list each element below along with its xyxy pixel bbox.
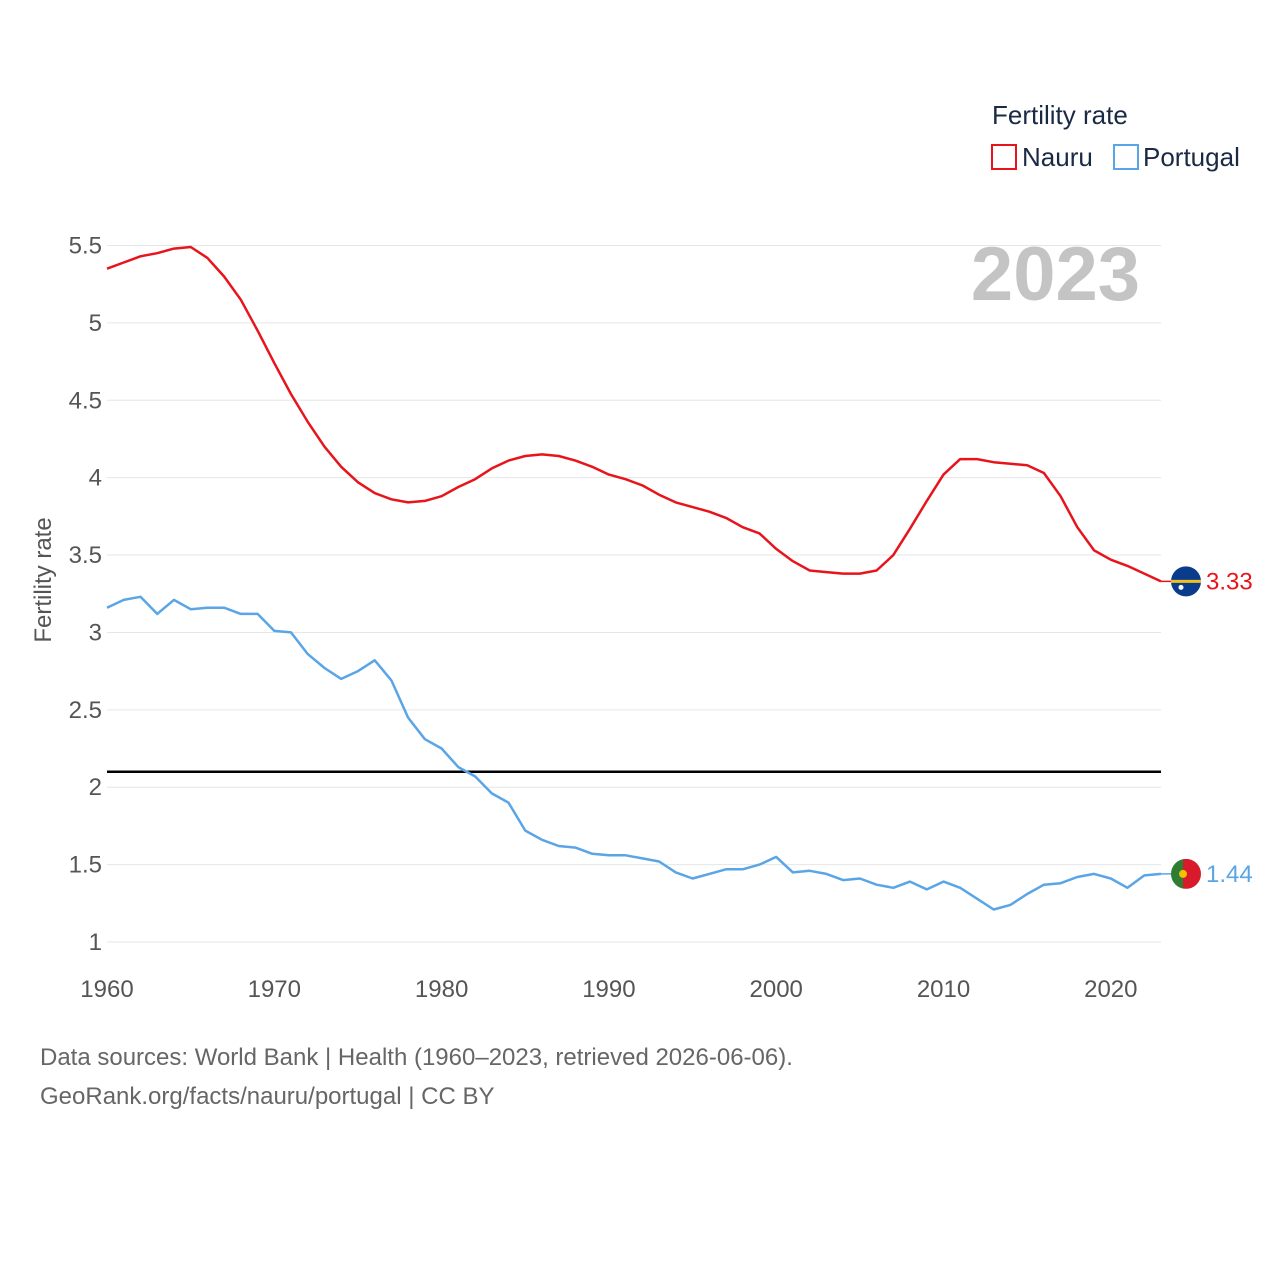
x-tick-label: 1980 <box>415 976 468 1003</box>
x-tick-label: 1960 <box>80 976 133 1003</box>
y-tick-label: 4.5 <box>69 387 102 414</box>
legend-title: Fertility rate <box>992 100 1128 130</box>
y-tick-label: 3 <box>89 619 102 646</box>
series-line-portugal <box>106 595 1162 911</box>
y-tick-label: 1 <box>89 929 102 956</box>
footer-credit[interactable]: GeoRank.org/facts/nauru/portugal | CC BY <box>40 1083 495 1110</box>
y-tick-label: 4 <box>89 465 102 492</box>
x-tick-label: 2000 <box>750 976 803 1003</box>
grid <box>107 245 1161 943</box>
series: 3.33 1.44 <box>106 245 1253 911</box>
y-tick-label: 3.5 <box>69 542 102 569</box>
year-display: 2023 <box>971 232 1140 317</box>
legend-swatch-nauru[interactable] <box>991 144 1017 170</box>
y-tick-label: 2 <box>89 774 102 801</box>
x-tick-label: 1990 <box>582 976 635 1003</box>
nauru-flag <box>1171 566 1201 597</box>
y-axis: 1 1.5 2 2.5 3 3.5 4 4.5 5 5.5 <box>69 233 102 957</box>
legend-label-nauru[interactable]: Nauru <box>1022 142 1093 172</box>
legend-swatch-portugal[interactable] <box>1113 144 1139 170</box>
end-value-label: 3.33 <box>1206 568 1253 595</box>
legend: Fertility rate Nauru Portugal <box>991 100 1240 172</box>
x-tick-label: 1970 <box>248 976 301 1003</box>
x-tick-label: 2010 <box>917 976 970 1003</box>
y-tick-label: 5 <box>89 310 102 337</box>
y-axis-label: Fertility rate <box>30 517 57 642</box>
y-tick-label: 2.5 <box>69 697 102 724</box>
x-tick-label: 2020 <box>1084 976 1137 1003</box>
series-line-nauru <box>106 245 1162 583</box>
portugal-flag <box>1171 858 1201 889</box>
y-tick-label: 1.5 <box>69 852 102 879</box>
footer-sources: Data sources: World Bank | Health (1960–… <box>40 1044 793 1071</box>
y-tick-label: 5.5 <box>69 233 102 260</box>
x-axis: 1960 1970 1980 1990 2000 2010 2020 <box>80 976 1137 1003</box>
end-value-label: 1.44 <box>1206 861 1253 888</box>
legend-label-portugal[interactable]: Portugal <box>1143 142 1240 172</box>
fertility-chart: 1 1.5 2 2.5 3 3.5 4 4.5 5 5.5 1960 1970 1980 1990 200… <box>30 100 1253 1003</box>
